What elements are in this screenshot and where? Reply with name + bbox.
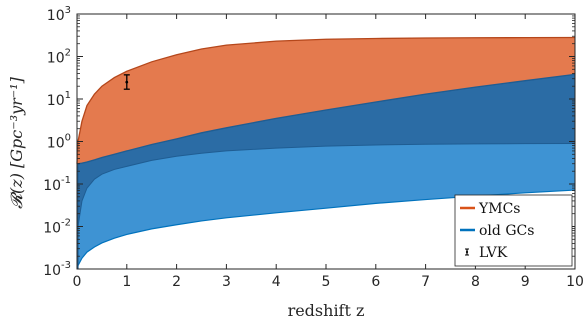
x-tick-label: 0 (73, 274, 82, 290)
old-gcs-overlap-band (77, 74, 575, 269)
lvk-point (125, 80, 129, 84)
ymcs-upper-curve (76, 36, 576, 164)
x-tick-label: 3 (222, 274, 231, 290)
axes (76, 13, 576, 270)
x-tick-label: 10 (566, 274, 584, 290)
tick-labels: 0 1 2 3 4 5 6 7 8 9 10 10-3 10-2 10-1 100 101 102 103 (43, 5, 584, 290)
y-axis-label: 𝓡(z) [Gpc⁻³yr⁻¹] (7, 76, 26, 209)
y-tick-label: 10-1 (43, 175, 71, 194)
legend-label: old GCs (479, 223, 534, 239)
x-axis-label: redshift z (288, 301, 365, 320)
y-tick-label: 100 (47, 133, 71, 152)
y-tick-label: 101 (47, 90, 71, 109)
x-tick-label: 9 (521, 274, 530, 290)
y-tick-label: 10-2 (43, 218, 71, 237)
ymcs-lower-curve (77, 73, 576, 165)
legend-label: YMCs (478, 201, 520, 217)
y-tick-label: 102 (47, 48, 71, 67)
x-tick-label: 6 (371, 274, 380, 290)
x-tick-label: 5 (322, 274, 331, 290)
old-gcs-inner-curve (76, 142, 576, 270)
y-tick-label: 10-3 (43, 260, 71, 279)
y-tick-label: 103 (47, 5, 71, 24)
legend-swatch-dot (465, 250, 469, 254)
x-tick-label: 2 (172, 274, 181, 290)
x-tick-label: 7 (421, 274, 430, 290)
x-tick-label: 8 (471, 274, 480, 290)
plot-area (76, 36, 576, 270)
x-tick-label: 1 (122, 274, 131, 290)
legend-label: LVK (479, 245, 508, 261)
legend: YMCs old GCs LVK (454, 194, 573, 267)
old-gcs-lower-curve (76, 189, 576, 270)
x-tick-label: 4 (272, 274, 281, 290)
